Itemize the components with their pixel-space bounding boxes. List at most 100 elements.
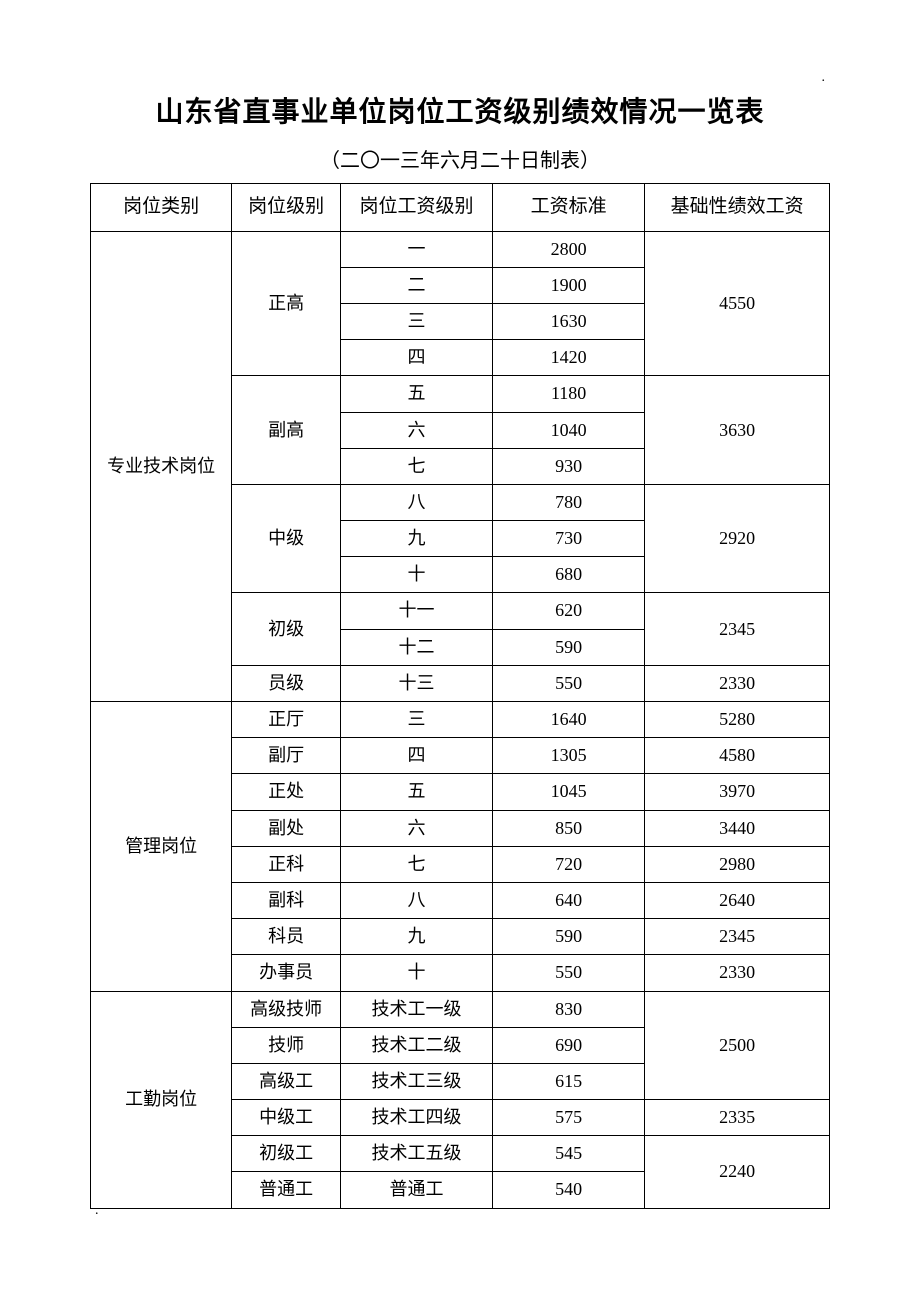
cell-rank: 副科 <box>232 882 341 918</box>
cell-level: 八 <box>340 484 492 520</box>
cell-level: 十 <box>340 955 492 991</box>
cell-level: 技术工一级 <box>340 991 492 1027</box>
cell-level: 四 <box>340 738 492 774</box>
cell-perf: 4580 <box>645 738 830 774</box>
cell-std: 620 <box>493 593 645 629</box>
cell-std: 730 <box>493 521 645 557</box>
corner-mark-top: . <box>822 70 826 86</box>
cell-std: 550 <box>493 955 645 991</box>
cell-perf: 2980 <box>645 846 830 882</box>
cell-level: 三 <box>340 702 492 738</box>
cell-rank: 正科 <box>232 846 341 882</box>
cell-std: 590 <box>493 629 645 665</box>
col-wage-std: 工资标准 <box>493 184 645 232</box>
cell-perf: 2640 <box>645 882 830 918</box>
page-subtitle: （二〇一三年六月二十日制表） <box>90 144 830 173</box>
page-title: 山东省直事业单位岗位工资级别绩效情况一览表 <box>90 90 830 130</box>
cell-level: 九 <box>340 919 492 955</box>
cell-level: 八 <box>340 882 492 918</box>
cell-perf: 3440 <box>645 810 830 846</box>
cell-perf: 2330 <box>645 955 830 991</box>
cell-rank: 正高 <box>232 231 341 376</box>
table-header-row: 岗位类别 岗位级别 岗位工资级别 工资标准 基础性绩效工资 <box>91 184 830 232</box>
cell-level: 三 <box>340 303 492 339</box>
cell-perf: 2920 <box>645 484 830 593</box>
cell-rank: 副厅 <box>232 738 341 774</box>
cell-std: 1045 <box>493 774 645 810</box>
cell-rank: 初级工 <box>232 1136 341 1172</box>
cell-rank: 副高 <box>232 376 341 485</box>
cell-std: 680 <box>493 557 645 593</box>
cell-perf: 2330 <box>645 665 830 701</box>
cell-level: 十 <box>340 557 492 593</box>
cell-std: 850 <box>493 810 645 846</box>
cell-std: 1900 <box>493 267 645 303</box>
cell-level: 十一 <box>340 593 492 629</box>
cell-perf: 5280 <box>645 702 830 738</box>
cell-std: 1420 <box>493 340 645 376</box>
cell-perf: 2500 <box>645 991 830 1100</box>
cell-std: 550 <box>493 665 645 701</box>
document-page: . 山东省直事业单位岗位工资级别绩效情况一览表 （二〇一三年六月二十日制表） 岗… <box>0 0 920 1249</box>
cell-rank: 中级 <box>232 484 341 593</box>
cell-std: 830 <box>493 991 645 1027</box>
salary-table: 岗位类别 岗位级别 岗位工资级别 工资标准 基础性绩效工资 专业技术岗位 正高 … <box>90 183 830 1209</box>
cell-perf: 2345 <box>645 593 830 665</box>
cell-level: 二 <box>340 267 492 303</box>
cell-perf: 3970 <box>645 774 830 810</box>
cell-std: 1305 <box>493 738 645 774</box>
corner-mark-bottom: . <box>95 1203 99 1219</box>
col-wage-level: 岗位工资级别 <box>340 184 492 232</box>
cell-rank: 技师 <box>232 1027 341 1063</box>
cell-level: 十二 <box>340 629 492 665</box>
cell-level: 七 <box>340 846 492 882</box>
cell-level: 五 <box>340 376 492 412</box>
cell-level: 七 <box>340 448 492 484</box>
cell-std: 545 <box>493 1136 645 1172</box>
cell-perf: 4550 <box>645 231 830 376</box>
cell-level: 一 <box>340 231 492 267</box>
cell-level: 技术工五级 <box>340 1136 492 1172</box>
cell-rank: 初级 <box>232 593 341 665</box>
cell-std: 640 <box>493 882 645 918</box>
cell-rank: 正厅 <box>232 702 341 738</box>
col-perf-wage: 基础性绩效工资 <box>645 184 830 232</box>
cell-std: 1180 <box>493 376 645 412</box>
table-row: 管理岗位 正厅 三 1640 5280 <box>91 702 830 738</box>
cell-perf: 2345 <box>645 919 830 955</box>
cell-std: 615 <box>493 1063 645 1099</box>
cell-category: 管理岗位 <box>91 702 232 992</box>
cell-rank: 高级技师 <box>232 991 341 1027</box>
cell-std: 1040 <box>493 412 645 448</box>
cell-perf: 3630 <box>645 376 830 485</box>
cell-level: 六 <box>340 412 492 448</box>
table-row: 专业技术岗位 正高 一 2800 4550 <box>91 231 830 267</box>
cell-level: 技术工二级 <box>340 1027 492 1063</box>
table-row: 工勤岗位 高级技师 技术工一级 830 2500 <box>91 991 830 1027</box>
cell-level: 四 <box>340 340 492 376</box>
cell-std: 690 <box>493 1027 645 1063</box>
cell-std: 720 <box>493 846 645 882</box>
cell-level: 六 <box>340 810 492 846</box>
cell-rank: 正处 <box>232 774 341 810</box>
cell-std: 1640 <box>493 702 645 738</box>
cell-perf: 2240 <box>645 1136 830 1208</box>
cell-std: 575 <box>493 1100 645 1136</box>
cell-level: 技术工三级 <box>340 1063 492 1099</box>
cell-std: 540 <box>493 1172 645 1208</box>
cell-category: 工勤岗位 <box>91 991 232 1208</box>
cell-std: 1630 <box>493 303 645 339</box>
cell-rank: 副处 <box>232 810 341 846</box>
cell-std: 2800 <box>493 231 645 267</box>
cell-level: 十三 <box>340 665 492 701</box>
col-category: 岗位类别 <box>91 184 232 232</box>
cell-rank: 办事员 <box>232 955 341 991</box>
cell-rank: 中级工 <box>232 1100 341 1136</box>
cell-level: 九 <box>340 521 492 557</box>
cell-category: 专业技术岗位 <box>91 231 232 701</box>
cell-std: 590 <box>493 919 645 955</box>
cell-level: 普通工 <box>340 1172 492 1208</box>
cell-level: 技术工四级 <box>340 1100 492 1136</box>
cell-rank: 员级 <box>232 665 341 701</box>
cell-perf: 2335 <box>645 1100 830 1136</box>
